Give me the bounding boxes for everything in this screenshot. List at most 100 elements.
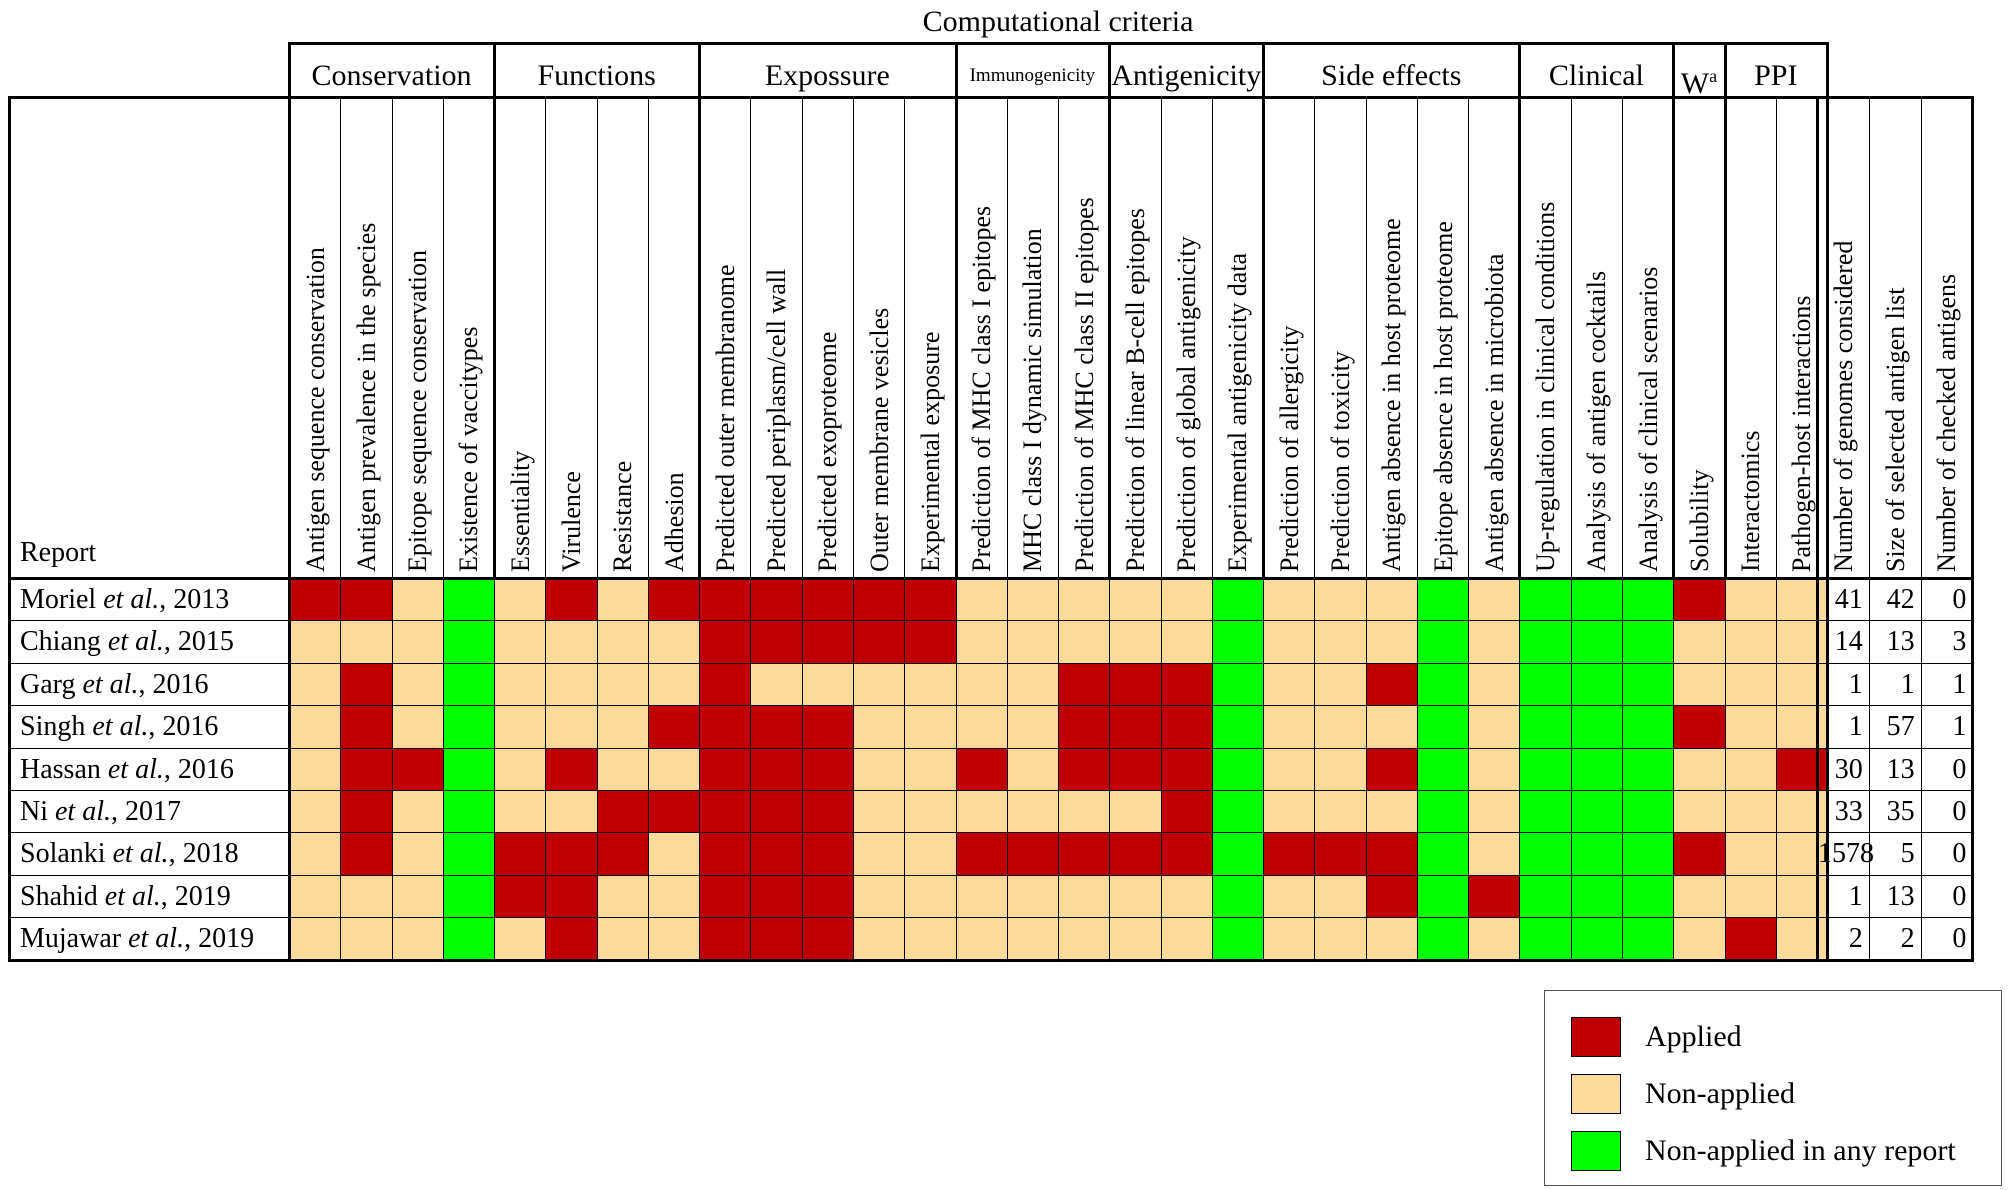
criteria-cell [442,705,496,749]
criteria-cell [1006,662,1060,707]
criteria-cell [442,917,496,961]
group-label: Expossure [764,59,890,92]
criteria-cell [494,832,547,876]
group-header: Antigenicity [1109,56,1263,96]
criteria-cell [1058,662,1111,707]
criteria-cell [1519,874,1572,919]
column-header: Prediction of linear B-cell epitopes [1109,96,1160,578]
report-label: Mujawar et al., 2019 [8,917,289,959]
column-header: Epitope sequence conservation [391,96,443,578]
criteria-cell [1775,917,1829,961]
criteria-cell [1058,917,1111,961]
criteria-cell [1570,832,1624,876]
criteria-cell [1416,832,1470,876]
criteria-cell [904,620,957,664]
criteria-cell [904,662,957,707]
criteria-cell [1775,874,1829,919]
criteria-cell [1622,917,1675,961]
criteria-cell [1519,917,1572,961]
column-header: Virulence [545,96,596,578]
report-author: Chiang [20,626,108,658]
column-header: Epitope absence in host proteome [1416,96,1468,578]
criteria-cell [1468,578,1521,622]
criteria-cell [1314,747,1367,791]
criteria-cell [494,578,547,622]
column-header: Antigen absence in host proteome [1365,96,1417,578]
column-header-label: Epitope sequence conservation [403,250,433,572]
criteria-cell [852,662,906,707]
criteria-cell [1365,747,1418,791]
criteria-cell [1058,705,1111,749]
criteria-cell [955,705,1008,749]
criteria-cell [852,705,906,749]
criteria-cell [494,620,547,664]
column-header-label: Antigen absence in host proteome [1377,218,1407,572]
criteria-cell [442,832,496,876]
column-header-label: Essentiality [505,450,535,572]
stat-value: 1578 [1817,832,1874,875]
criteria-cell [699,874,752,919]
criteria-cell [1673,832,1726,876]
criteria-cell [1006,832,1060,876]
group-label: PPI [1754,59,1798,92]
criteria-cell [289,917,342,961]
stat-value: 1 [1817,662,1869,706]
criteria-cell [1416,917,1470,961]
criteria-cell [1673,662,1726,707]
group-header: Conservation [289,56,494,96]
criteria-cell [904,705,957,749]
criteria-cell [1211,874,1265,919]
criteria-cell [391,917,444,961]
report-etal: et al. [103,584,160,615]
criteria-cell [699,578,752,622]
criteria-cell [801,705,854,749]
group-header: Side effects [1263,56,1519,96]
criteria-cell [340,832,393,876]
table-rule [288,96,291,960]
criteria-cell [596,705,649,749]
table-rule [1816,96,1819,960]
report-label: Shahid et al., 2019 [8,874,289,917]
criteria-cell [545,747,598,791]
criteria-cell [801,790,854,834]
criteria-cell [1468,874,1521,919]
criteria-cell [750,832,803,876]
column-header-label: Experimental exposure [915,331,945,572]
report-year: , 2018 [168,838,239,870]
column-header: Experimental antigenicity data [1211,96,1263,578]
criteria-cell [1211,747,1265,791]
column-header: Existence of vaccitypes [442,96,494,578]
criteria-cell [545,620,598,664]
criteria-cell [647,620,701,664]
criteria-cell [1622,705,1675,749]
criteria-cell [647,832,701,876]
criteria-cell [1365,620,1418,664]
criteria-cell [1109,832,1162,876]
criteria-cell [494,917,547,961]
criteria-cell [340,790,393,834]
criteria-cell [1211,917,1265,961]
criteria-cell [647,578,701,622]
criteria-cell [852,620,906,664]
criteria-cell [545,874,598,919]
report-etal: et al. [82,668,139,700]
criteria-cell [699,747,752,791]
criteria-cell [1058,790,1111,834]
group-header: Immunogenicity [956,56,1110,96]
column-header-label: Solubility [1684,469,1714,572]
column-header: Prediction of MHC class I epitopes [955,96,1007,578]
criteria-cell [442,662,496,707]
column-header: Prediction of MHC class II epitopes [1058,96,1109,578]
criteria-cell [1622,620,1675,664]
criteria-cell [1006,620,1060,664]
legend: Applied Non-applied Non-applied in any rep… [1544,990,2002,1186]
criteria-cell [596,662,649,707]
stat-column-header: Size of selected antigen list [1868,96,1921,578]
criteria-cell [647,705,701,749]
criteria-cell [852,874,906,919]
column-header: Solubility [1673,96,1724,578]
report-etal: et al. [55,796,111,827]
criteria-cell [904,832,957,876]
group-label: Side effects [1321,59,1462,92]
report-label: Singh et al., 2016 [8,705,289,747]
